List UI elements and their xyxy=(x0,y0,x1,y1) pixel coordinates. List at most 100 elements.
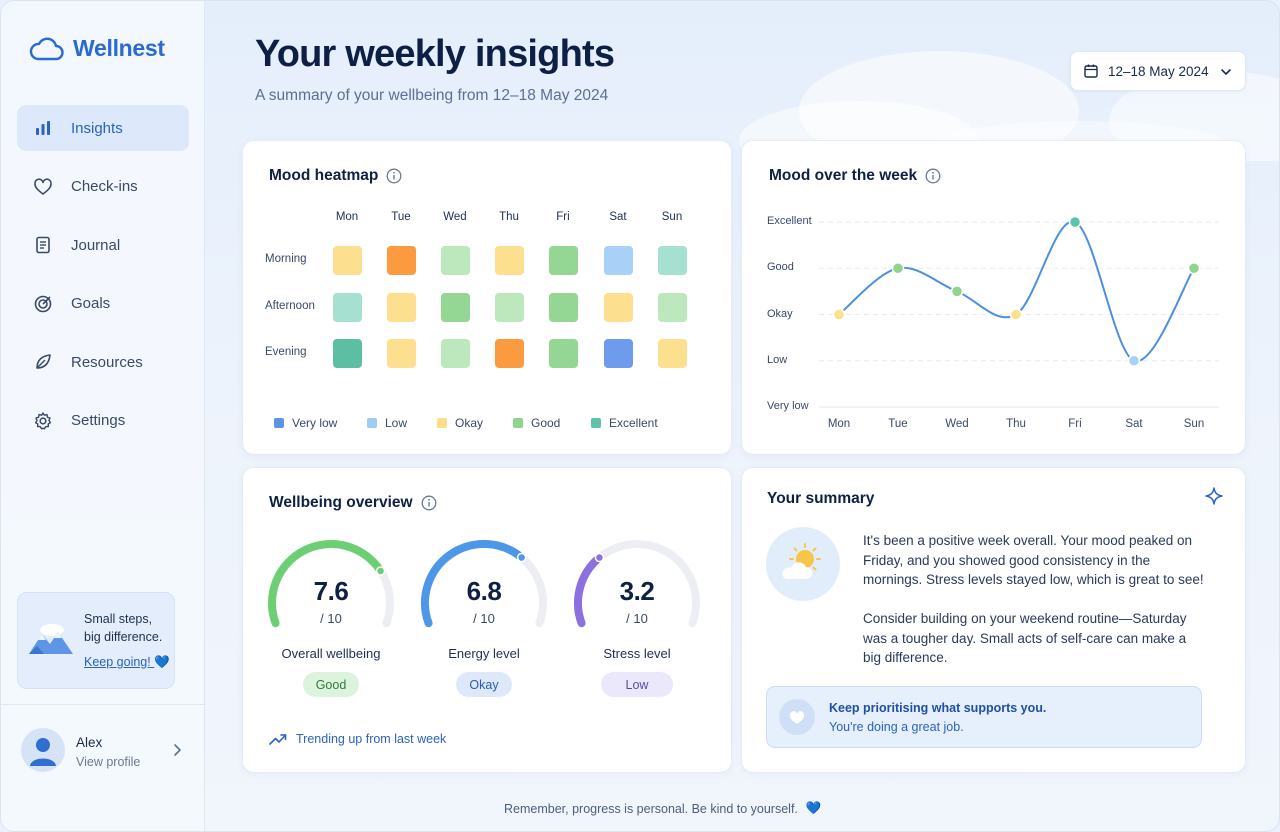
view-profile-label: View profile xyxy=(76,755,141,769)
promo-card: Small steps, big difference. Keep going!… xyxy=(17,592,175,689)
summary-paragraph-2: Consider building on your weekend routin… xyxy=(863,611,1187,666)
date-range-picker[interactable]: 12–18 May 2024 xyxy=(1070,51,1246,91)
heatmap-day-label: Wed xyxy=(443,211,467,223)
weather-illustration xyxy=(766,527,840,601)
gear-icon xyxy=(34,411,52,429)
page-title: Your weekly insights xyxy=(255,33,615,75)
legend-swatch xyxy=(274,418,284,428)
legend-item: Excellent xyxy=(591,416,658,430)
sidebar-item-check-ins[interactable]: Check-ins xyxy=(17,164,189,210)
trending-up-icon xyxy=(269,734,287,745)
brand[interactable]: Wellnest xyxy=(29,35,165,62)
legend-label: Okay xyxy=(455,416,484,430)
legend-item: Okay xyxy=(437,416,483,430)
heatmap-cell[interactable] xyxy=(603,245,633,275)
x-tick-label: Sun xyxy=(1183,418,1205,430)
avatar xyxy=(21,728,65,772)
profile-name: Alex xyxy=(76,735,103,750)
heatmap-cell[interactable] xyxy=(548,292,578,322)
heatmap-cell[interactable] xyxy=(657,245,687,275)
heatmap-cell[interactable] xyxy=(440,338,470,368)
wellbeing-overview-title: Wellbeing overview xyxy=(269,494,437,512)
heatmap-cell[interactable] xyxy=(548,245,578,275)
heatmap-cell[interactable] xyxy=(494,338,524,368)
footer-text: Remember, progress is personal. Be kind … xyxy=(504,801,798,816)
profile-menu[interactable]: Alex View profile xyxy=(21,728,191,774)
heatmap-cell[interactable] xyxy=(657,338,687,368)
heatmap-cell[interactable] xyxy=(386,245,416,275)
heatmap-day-label: Sun xyxy=(661,211,683,223)
heatmap-cell[interactable] xyxy=(548,338,578,368)
target-icon xyxy=(34,295,52,312)
heatmap-cell[interactable] xyxy=(386,292,416,322)
heatmap-cell[interactable] xyxy=(332,245,362,275)
trend-link[interactable]: Trending up from last week xyxy=(269,732,446,746)
legend-label: Excellent xyxy=(609,416,658,430)
heatmap-cell[interactable] xyxy=(440,292,470,322)
heatmap-day-label: Mon xyxy=(335,211,359,223)
info-icon[interactable] xyxy=(925,168,941,184)
sidebar-item-settings[interactable]: Settings xyxy=(17,398,189,444)
mood-chart-card xyxy=(741,140,1246,455)
sidebar-item-journal[interactable]: Journal xyxy=(17,222,189,268)
gauge-denominator: / 10 xyxy=(320,611,342,626)
sidebar-item-label: Journal xyxy=(71,236,121,254)
heatmap-cell[interactable] xyxy=(440,245,470,275)
x-tick-label: Thu xyxy=(1006,418,1026,430)
legend-item: Very low xyxy=(274,416,337,430)
gauge-value: 7.6 xyxy=(313,576,349,606)
heatmap-cell[interactable] xyxy=(603,292,633,322)
x-tick-label: Tue xyxy=(888,418,908,430)
cloud-logo-icon xyxy=(29,37,64,60)
gauge-denominator: / 10 xyxy=(473,611,495,626)
sidebar-item-label: Settings xyxy=(71,412,126,429)
x-tick-label: Sat xyxy=(1125,418,1143,430)
promo-line-1: Small steps, xyxy=(84,612,153,626)
keep-going-label: Keep going! xyxy=(84,655,151,669)
gauge-value: 3.2 xyxy=(619,576,655,606)
sun-cloud-icon xyxy=(782,543,821,579)
calendar-icon xyxy=(1084,64,1098,78)
info-icon[interactable] xyxy=(421,495,437,511)
footer-note: Remember, progress is personal. Be kind … xyxy=(504,801,821,816)
heatmap-cell[interactable] xyxy=(603,338,633,368)
keep-going-link[interactable]: Keep going! 💙 xyxy=(84,655,170,670)
sidebar-item-insights[interactable]: Insights xyxy=(17,105,189,151)
blue-heart-emoji: 💙 xyxy=(805,801,822,815)
status-badge: Good xyxy=(303,672,359,697)
chevron-right-icon xyxy=(174,744,182,756)
heatmap-cell[interactable] xyxy=(494,245,524,275)
x-tick-label: Wed xyxy=(945,418,969,430)
heatmap-row-label: Evening xyxy=(265,346,307,358)
sidebar: Wellnest Insights Check-ins xyxy=(1,1,205,831)
heatmap-cell[interactable] xyxy=(494,292,524,322)
heart-badge-icon xyxy=(779,699,815,735)
legend-label: Very low xyxy=(292,416,338,430)
sidebar-item-resources[interactable]: Resources xyxy=(17,339,189,385)
status-badge: Low xyxy=(601,672,673,697)
summary-paragraph-1: It's been a positive week overall. Your … xyxy=(863,533,1204,588)
callout-subline: You're doing a great job. xyxy=(829,720,964,734)
mountains-illustration-icon xyxy=(29,624,73,654)
y-tick-label: Good xyxy=(767,261,794,274)
heatmap-cell[interactable] xyxy=(332,338,362,368)
legend-item: Good xyxy=(513,416,560,430)
date-range-label: 12–18 May 2024 xyxy=(1108,63,1209,79)
mood-heatmap-title: Mood heatmap xyxy=(269,167,402,185)
sidebar-divider xyxy=(1,704,204,705)
sidebar-item-label: Goals xyxy=(71,295,111,312)
gauge-denominator: / 10 xyxy=(626,611,648,626)
info-icon[interactable] xyxy=(386,168,402,184)
sidebar-item-goals[interactable]: Goals xyxy=(17,281,189,327)
status-badge: Okay xyxy=(456,672,512,697)
wellbeing-overview-title-text: Wellbeing overview xyxy=(269,494,413,511)
heatmap-cell[interactable] xyxy=(386,338,416,368)
heatmap-cell[interactable] xyxy=(657,292,687,322)
mood-heatmap-title-text: Mood heatmap xyxy=(269,167,379,184)
leaf-icon xyxy=(36,354,51,369)
sparkle-icon[interactable] xyxy=(1204,486,1224,506)
heatmap-cell[interactable] xyxy=(332,292,362,322)
legend-swatch xyxy=(367,418,377,428)
legend-item: Low xyxy=(367,416,407,430)
